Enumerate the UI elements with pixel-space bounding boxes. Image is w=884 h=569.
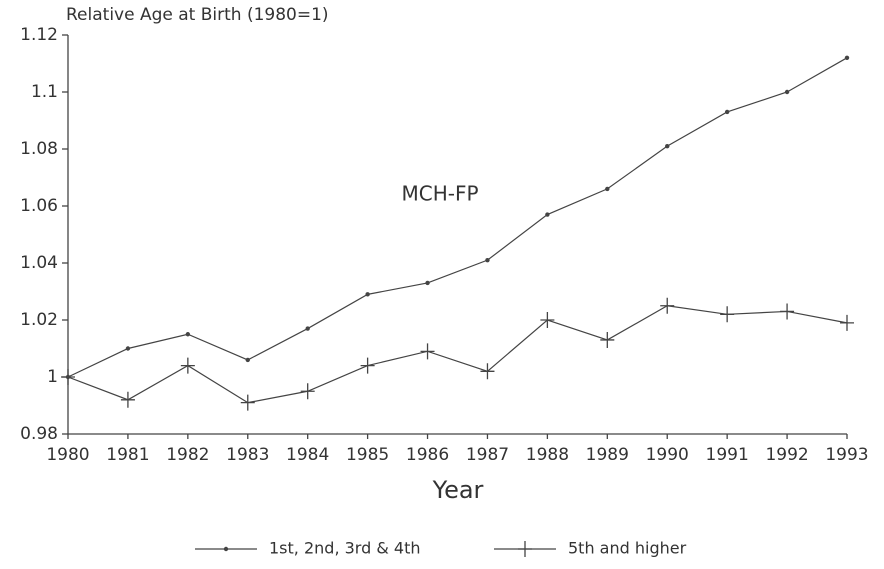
- marker-plus: [180, 357, 195, 374]
- marker-plus: [480, 363, 495, 380]
- y-tick-label: 1.06: [20, 196, 58, 216]
- x-tick-label: 1990: [646, 445, 689, 465]
- marker-dot: [545, 212, 550, 217]
- marker-dot: [485, 257, 490, 263]
- marker-dot: [605, 186, 610, 192]
- marker-plus: [720, 306, 735, 323]
- x-tick-label: 1981: [106, 445, 149, 465]
- x-tick-label: 1985: [346, 445, 389, 465]
- x-tick-label: 1983: [226, 445, 269, 465]
- y-tick-label: 1.04: [20, 253, 58, 273]
- marker-plus: [120, 391, 135, 408]
- annotation: MCH-FP: [401, 182, 478, 206]
- marker-plus: [540, 312, 555, 328]
- marker-plus: [240, 394, 255, 411]
- x-axis-title: Year: [432, 476, 484, 504]
- marker-plus: [518, 541, 532, 557]
- y-tick-label: 1.12: [20, 25, 58, 45]
- marker-dot: [365, 292, 370, 297]
- x-tick-label: 1992: [765, 445, 808, 465]
- y-tick-label: 1.1: [31, 82, 58, 102]
- marker-dot: [724, 109, 730, 115]
- y-tick-label: 1.02: [20, 310, 58, 330]
- x-tick-label: 1986: [406, 445, 449, 465]
- marker-plus: [600, 331, 615, 348]
- marker-dot: [305, 326, 310, 331]
- marker-dot: [245, 357, 250, 363]
- marker-plus: [780, 303, 795, 320]
- marker-dot: [425, 280, 430, 286]
- marker-dot: [223, 546, 229, 552]
- marker-plus: [61, 369, 75, 385]
- marker-dot: [185, 332, 191, 337]
- y-axis-title: Relative Age at Birth (1980=1): [66, 5, 329, 25]
- legend-label: 5th and higher: [568, 539, 687, 558]
- marker-plus: [660, 297, 675, 314]
- marker-dot: [784, 89, 790, 95]
- marker-dot: [125, 346, 131, 351]
- marker-plus: [300, 383, 315, 400]
- x-tick-label: 1980: [46, 445, 89, 465]
- x-tick-label: 1982: [166, 445, 209, 465]
- marker-dot: [844, 55, 850, 60]
- x-tick-label: 1987: [466, 445, 509, 465]
- y-tick-label: 0.98: [20, 424, 58, 444]
- marker-plus: [420, 343, 435, 360]
- series-line: [67, 305, 848, 404]
- x-tick-label: 1993: [825, 445, 868, 465]
- y-tick-label: 1: [47, 367, 58, 387]
- x-tick-label: 1989: [586, 445, 629, 465]
- marker-dot: [665, 143, 670, 149]
- legend-label: 1st, 2nd, 3rd & 4th: [269, 539, 420, 558]
- x-tick-label: 1984: [286, 445, 329, 465]
- x-tick-label: 1991: [706, 445, 749, 465]
- marker-plus: [360, 357, 375, 374]
- series-line: [67, 57, 848, 378]
- x-tick-label: 1988: [526, 445, 569, 465]
- marker-plus: [840, 314, 854, 331]
- y-tick-label: 1.08: [20, 139, 58, 159]
